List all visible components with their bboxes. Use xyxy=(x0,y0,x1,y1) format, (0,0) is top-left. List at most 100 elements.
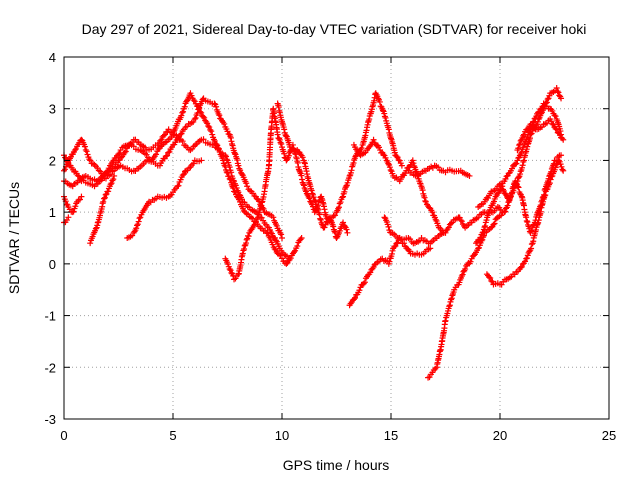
data-point xyxy=(518,263,525,270)
data-point xyxy=(134,222,141,229)
data-point xyxy=(346,172,353,179)
data-point xyxy=(344,179,351,186)
data-point xyxy=(276,135,283,142)
data-point xyxy=(479,229,486,236)
data-point xyxy=(243,236,250,243)
data-point xyxy=(312,198,319,205)
data-point xyxy=(200,113,207,120)
data-point xyxy=(180,108,187,115)
data-point xyxy=(553,157,560,164)
data-point xyxy=(350,296,357,303)
data-point xyxy=(215,145,222,152)
x-tick-label: 10 xyxy=(275,428,289,443)
data-point xyxy=(523,217,530,224)
data-point xyxy=(77,175,84,182)
data-point xyxy=(519,162,526,169)
data-point xyxy=(271,245,278,252)
data-point xyxy=(228,269,235,276)
data-point xyxy=(341,223,348,230)
data-point xyxy=(352,295,359,302)
data-point xyxy=(515,145,522,152)
data-point xyxy=(177,131,184,138)
data-point xyxy=(397,236,404,243)
data-point xyxy=(285,255,292,262)
data-point xyxy=(281,150,288,157)
data-point xyxy=(87,157,94,164)
data-point xyxy=(164,152,171,159)
data-point xyxy=(122,148,129,155)
data-point xyxy=(376,98,383,105)
data-point xyxy=(231,276,238,283)
data-point xyxy=(102,191,109,198)
data-point xyxy=(316,211,323,218)
data-point xyxy=(524,219,531,226)
data-point xyxy=(553,85,560,92)
data-point xyxy=(491,220,498,227)
data-point xyxy=(523,214,530,221)
data-point xyxy=(224,260,231,267)
data-point xyxy=(178,112,185,119)
data-point xyxy=(224,169,231,176)
data-point xyxy=(518,149,525,156)
data-point xyxy=(188,92,195,99)
data-point xyxy=(410,160,417,167)
data-point xyxy=(178,130,185,137)
data-point xyxy=(216,112,223,119)
data-point xyxy=(105,188,112,195)
data-point xyxy=(473,240,480,247)
data-point xyxy=(321,224,328,231)
data-point xyxy=(211,100,218,107)
data-point xyxy=(419,187,426,194)
data-point xyxy=(277,139,284,146)
data-point xyxy=(555,89,562,96)
data-point xyxy=(485,210,492,217)
data-point xyxy=(222,152,229,159)
data-point xyxy=(462,266,469,273)
data-point xyxy=(156,162,163,169)
data-point xyxy=(209,131,216,138)
data-point xyxy=(340,219,347,226)
data-point xyxy=(550,160,557,167)
data-point xyxy=(231,178,238,185)
data-point xyxy=(558,95,565,102)
data-point xyxy=(393,153,400,160)
data-point xyxy=(517,264,524,271)
data-point xyxy=(153,151,160,158)
data-point xyxy=(505,198,512,205)
data-point xyxy=(333,235,340,241)
data-point xyxy=(381,110,388,117)
data-point xyxy=(235,162,242,169)
data-point xyxy=(279,235,285,241)
y-tick-label: -3 xyxy=(44,412,56,427)
data-point xyxy=(486,274,493,281)
data-points xyxy=(61,85,567,381)
data-point xyxy=(86,156,93,163)
data-point xyxy=(515,184,522,191)
data-point xyxy=(101,195,108,202)
data-point xyxy=(71,147,78,154)
data-point xyxy=(530,123,537,130)
data-point xyxy=(310,194,317,201)
data-point xyxy=(299,154,306,161)
data-point xyxy=(299,176,306,183)
data-point xyxy=(83,148,90,155)
data-point xyxy=(508,189,515,196)
data-point xyxy=(504,202,511,209)
data-point xyxy=(553,126,560,133)
data-point xyxy=(211,138,218,145)
data-point xyxy=(447,220,454,227)
data-point xyxy=(87,240,94,247)
data-point xyxy=(483,217,490,224)
tick-marks xyxy=(63,56,610,420)
data-point xyxy=(298,172,305,179)
data-point xyxy=(283,260,290,267)
data-point xyxy=(448,296,455,303)
data-point xyxy=(283,132,290,139)
data-point xyxy=(331,228,338,235)
data-point xyxy=(201,114,208,121)
data-point xyxy=(348,167,355,174)
x-axis-label: GPS time / hours xyxy=(283,457,390,473)
data-point xyxy=(335,204,342,211)
data-point xyxy=(309,190,316,197)
data-point xyxy=(554,88,561,95)
